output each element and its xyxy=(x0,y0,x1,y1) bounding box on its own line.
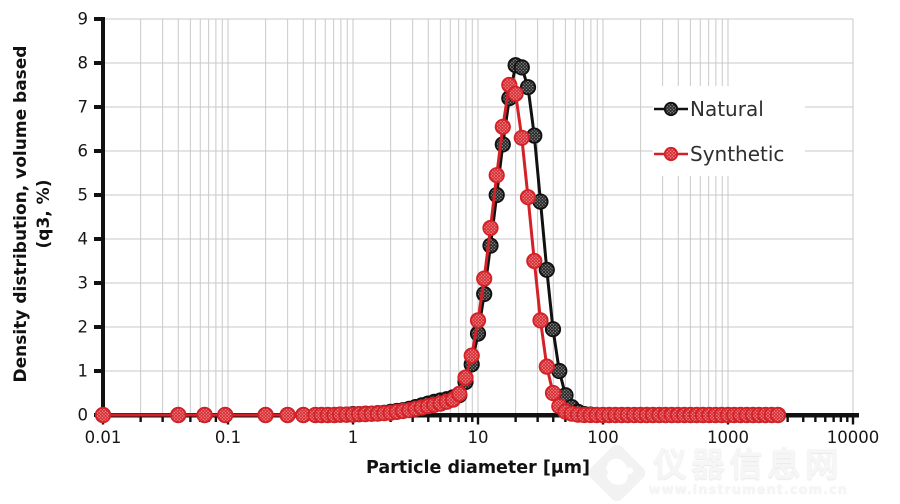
data-point-marker xyxy=(482,237,499,254)
data-point-marker xyxy=(217,406,234,424)
data-point-marker xyxy=(488,167,505,184)
x-tick-label: 1000 xyxy=(707,428,749,447)
data-point-marker xyxy=(451,385,468,402)
data-point-marker xyxy=(494,118,511,135)
data-point-marker xyxy=(476,285,493,303)
legend: Natural Synthetic xyxy=(653,86,805,176)
data-point-marker xyxy=(469,312,487,329)
y-tick-label: 3 xyxy=(78,274,89,293)
synthetic-series-marker-icon xyxy=(654,146,688,161)
data-point-marker xyxy=(538,261,555,278)
y-tick-label: 6 xyxy=(78,142,89,161)
data-point-marker xyxy=(532,312,549,329)
y-axis-title-line1: Density distribution, volume based xyxy=(11,45,31,383)
data-point-marker xyxy=(519,79,537,96)
x-tick-label: 1 xyxy=(348,428,359,447)
data-point-marker xyxy=(279,406,296,424)
x-tick-label: 10000 xyxy=(827,428,880,447)
data-point-marker xyxy=(519,189,537,206)
data-point-marker xyxy=(507,85,524,102)
data-point-marker xyxy=(544,321,562,338)
data-point-marker xyxy=(196,406,213,424)
legend-label-natural: Natural xyxy=(690,96,764,121)
data-point-marker xyxy=(457,369,474,386)
y-tick-label: 7 xyxy=(78,98,89,117)
y-tick-label: 1 xyxy=(78,362,89,381)
gridlines xyxy=(103,18,854,415)
x-tick-label: 0.1 xyxy=(215,428,241,447)
legend-label-synthetic: Synthetic xyxy=(690,141,785,166)
y-axis-title-line2: (q3, %) xyxy=(34,179,54,249)
y-tick-label: 2 xyxy=(78,318,89,337)
x-tick-label: 0.01 xyxy=(85,428,122,447)
data-point-marker xyxy=(482,219,499,237)
data-point-marker xyxy=(513,129,530,146)
data-point-marker xyxy=(94,406,112,424)
x-axis-title: Particle diameter [μm] xyxy=(366,458,590,478)
data-point-marker xyxy=(513,59,530,76)
series-synthetic xyxy=(94,76,787,424)
legend-entry-natural: Natural xyxy=(653,89,805,129)
data-point-marker xyxy=(488,186,505,204)
y-tick-label: 0 xyxy=(78,406,89,425)
y-axis-title: Density distribution, volume based (q3, … xyxy=(10,46,56,383)
legend-entry-synthetic: Synthetic xyxy=(653,134,805,174)
x-tick-label: 100 xyxy=(587,428,619,447)
data-point-marker xyxy=(538,358,555,375)
y-tick-label: 4 xyxy=(78,230,89,249)
data-point-marker xyxy=(544,384,562,402)
natural-series-marker-icon xyxy=(654,101,688,116)
x-tick-label: 10 xyxy=(468,428,489,447)
y-tick-label: 5 xyxy=(78,186,89,205)
data-point-marker xyxy=(769,406,787,424)
y-tick-label: 8 xyxy=(78,54,89,73)
data-point-marker xyxy=(463,347,480,364)
y-tick-label: 9 xyxy=(78,10,89,29)
data-point-marker xyxy=(476,270,493,287)
data-point-marker xyxy=(170,406,187,424)
data-point-marker xyxy=(257,406,274,424)
data-point-marker xyxy=(526,252,543,270)
data-point-marker xyxy=(494,136,511,153)
